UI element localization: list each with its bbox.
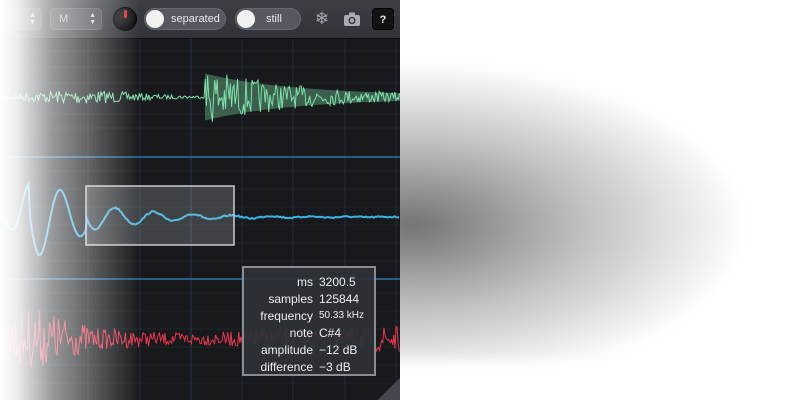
gain-knob[interactable] (113, 7, 137, 31)
readout-key: amplitude (260, 343, 313, 357)
readout-row-samples: samples 125844 (244, 291, 374, 307)
mode-select[interactable]: M ▲ ▼ (50, 8, 102, 30)
readout-value: −12 dB (319, 343, 358, 357)
cursor-readout-panel: ms 3200.5 samples 125844 frequency 50.33… (242, 266, 376, 376)
select-arrows-icon: ▲ ▼ (89, 12, 96, 26)
readout-value: C#4 (319, 326, 342, 340)
readout-key: difference (260, 360, 313, 374)
readout-key: ms (297, 275, 313, 289)
mode-select-value: M (59, 13, 69, 25)
readout-row-ms: ms 3200.5 (244, 274, 374, 290)
channel-select[interactable]: ▲ ▼ (0, 8, 42, 30)
toolbar: ▲ ▼ M ▲ ▼ separated still ❄ ? (0, 0, 400, 39)
window-shadow (330, 60, 750, 360)
help-button[interactable]: ? (372, 8, 394, 30)
waveform-channel-1-envelope (205, 73, 400, 121)
zoom-selection-box[interactable] (85, 185, 235, 246)
snowflake-icon[interactable]: ❄ (314, 9, 330, 28)
separated-toggle[interactable]: separated (144, 8, 226, 30)
readout-row-difference: difference −3 dB (244, 359, 374, 375)
resize-handle[interactable] (378, 378, 400, 400)
still-toggle[interactable]: still (235, 8, 301, 30)
camera-icon[interactable] (341, 8, 363, 30)
readout-key: note (289, 326, 313, 340)
oscilloscope-window: ▲ ▼ M ▲ ▼ separated still ❄ ? (0, 0, 400, 400)
readout-row-amplitude: amplitude −12 dB (244, 342, 374, 358)
readout-value: 50.33 kHz (319, 310, 365, 321)
readout-value: 3200.5 (319, 275, 356, 289)
readout-row-note: note C#4 (244, 325, 374, 341)
knob-indicator (124, 10, 127, 18)
readout-key: frequency (260, 309, 313, 323)
readout-value: −3 dB (319, 360, 351, 374)
toggle-thumb (146, 10, 164, 28)
readout-row-frequency: frequency 50.33 kHz (244, 308, 374, 324)
toggle-thumb (237, 10, 255, 28)
readout-key: samples (268, 292, 313, 306)
select-arrows-icon: ▲ ▼ (29, 12, 36, 26)
separated-toggle-label: separated (171, 13, 220, 25)
readout-value: 125844 (319, 292, 360, 306)
still-toggle-label: still (266, 13, 282, 25)
